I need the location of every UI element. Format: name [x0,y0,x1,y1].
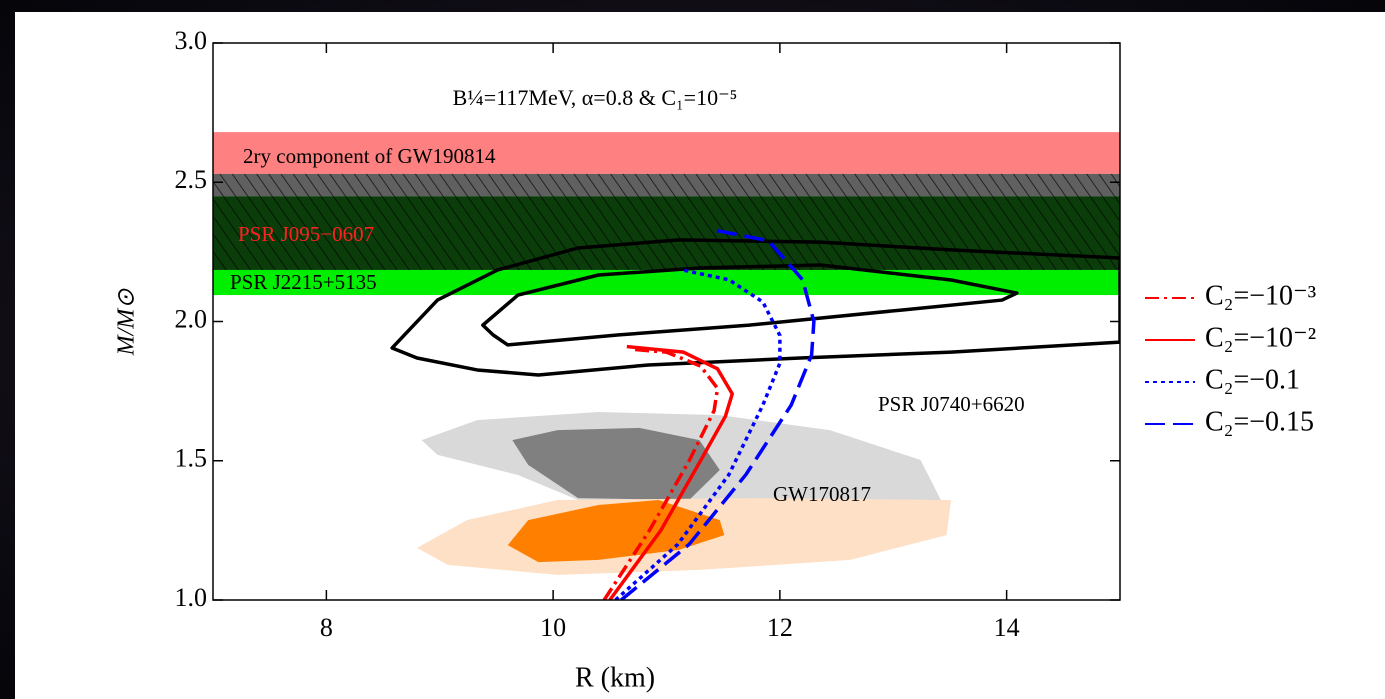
band-label: PSR J095−0607 [238,222,374,246]
x-tick-label: 14 [994,613,1020,642]
chart-title: B¼=117MeV, α=0.8 & C₁=10⁻⁵ [453,85,738,110]
band-hatch [213,174,1120,196]
legend-label: C₂=−0.15 [1205,406,1314,437]
legend-label: C₂=−10⁻² [1205,322,1316,353]
page: B¼=117MeV, α=0.8 & C₁=10⁻⁵ R (km) M/M⊙ 2… [0,0,1385,699]
y-tick-label: 2.0 [175,304,208,333]
x-tick-label: 12 [767,613,793,642]
panel [15,12,1385,699]
y-tick-label: 3.0 [175,26,208,55]
y-axis-label: M/M⊙ [114,288,140,357]
y-tick-label: 1.0 [175,583,208,612]
x-tick-label: 8 [320,613,333,642]
y-tick-label: 1.5 [175,444,208,473]
chart: B¼=117MeV, α=0.8 & C₁=10⁻⁵ R (km) M/M⊙ 2… [0,0,1385,699]
legend-label: C₂=−10⁻³ [1205,280,1316,311]
x-tick-label: 10 [540,613,566,642]
x-axis-label: R (km) [575,662,655,693]
band-label: 2ry component of GW190814 [243,144,496,168]
legend-label: C₂=−0.1 [1205,364,1300,395]
y-tick-label: 2.5 [175,165,208,194]
annotation: GW170817 [773,482,871,506]
annotation: PSR J0740+6620 [878,392,1025,416]
band-label: PSR J2215+5135 [230,270,377,294]
